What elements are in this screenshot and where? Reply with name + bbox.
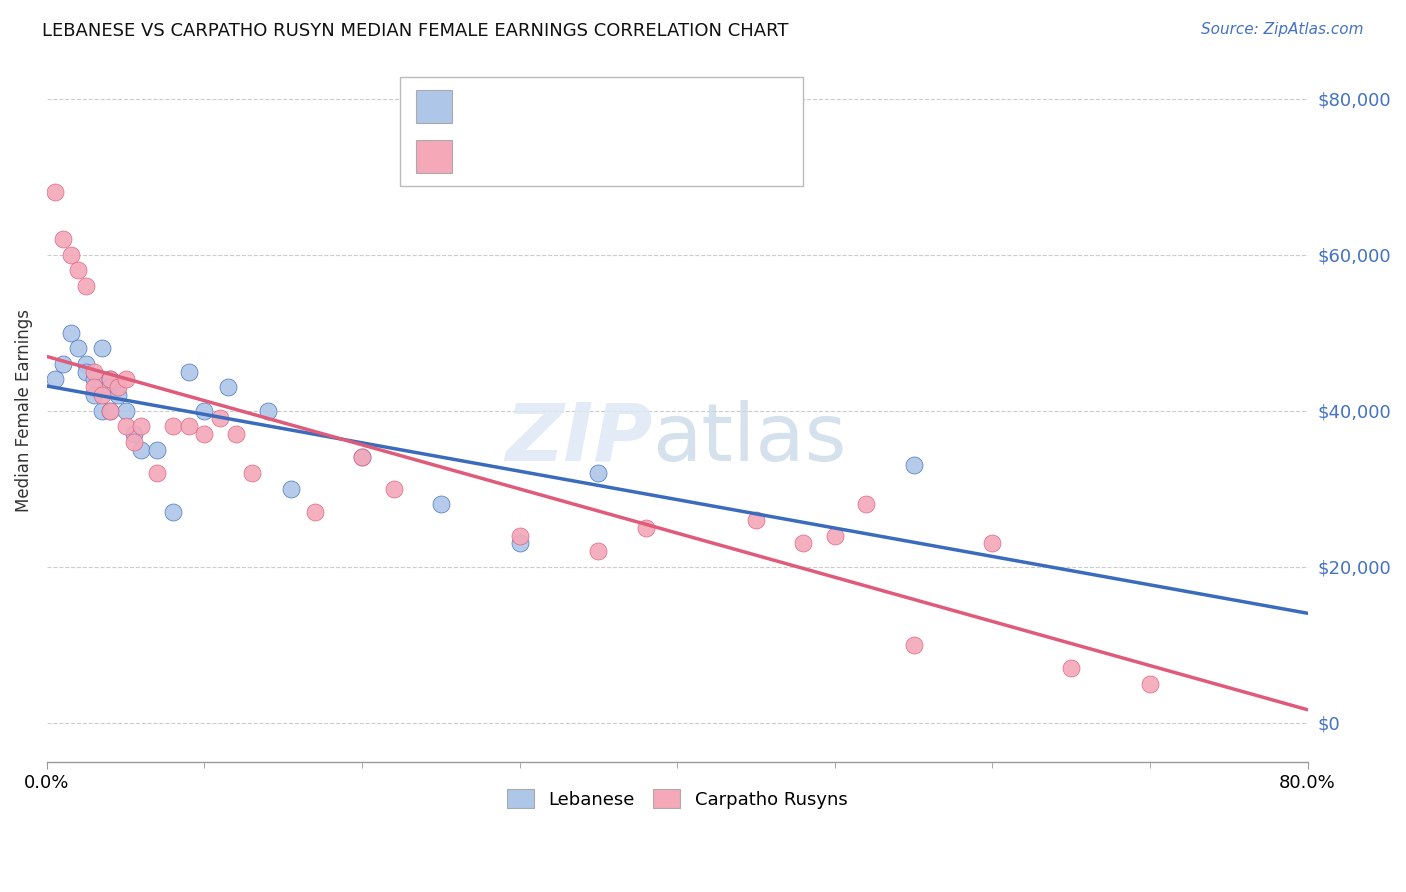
Point <box>75 365 97 379</box>
Point <box>304 505 326 519</box>
Point <box>114 403 136 417</box>
Point <box>588 544 610 558</box>
Point <box>67 341 90 355</box>
Point <box>83 365 105 379</box>
Point <box>509 536 531 550</box>
Point <box>59 326 82 340</box>
Point <box>52 232 75 246</box>
Point <box>98 380 121 394</box>
Point <box>146 442 169 457</box>
Point <box>146 466 169 480</box>
Point <box>83 372 105 386</box>
Point <box>98 372 121 386</box>
Point <box>588 466 610 480</box>
Point <box>122 434 145 449</box>
Legend: Lebanese, Carpatho Rusyns: Lebanese, Carpatho Rusyns <box>501 782 855 816</box>
Point <box>75 357 97 371</box>
Text: ZIP: ZIP <box>505 400 652 478</box>
Point <box>107 380 129 394</box>
Point <box>193 427 215 442</box>
Point <box>91 403 114 417</box>
Point <box>98 372 121 386</box>
Point <box>209 411 232 425</box>
Point <box>177 365 200 379</box>
Point <box>162 419 184 434</box>
Point <box>91 388 114 402</box>
Point <box>193 403 215 417</box>
Point <box>162 505 184 519</box>
Point <box>217 380 239 394</box>
Point <box>792 536 814 550</box>
Point <box>91 341 114 355</box>
Point <box>122 427 145 442</box>
Point <box>280 482 302 496</box>
Point <box>382 482 405 496</box>
Point <box>430 497 453 511</box>
Point <box>131 419 153 434</box>
Point <box>509 528 531 542</box>
Y-axis label: Median Female Earnings: Median Female Earnings <box>15 310 32 512</box>
Point <box>177 419 200 434</box>
Point <box>1060 661 1083 675</box>
Point <box>981 536 1004 550</box>
Point <box>98 403 121 417</box>
Point <box>114 419 136 434</box>
Point <box>75 278 97 293</box>
Point <box>114 372 136 386</box>
Point <box>352 450 374 465</box>
Point <box>903 638 925 652</box>
Point <box>131 442 153 457</box>
Point <box>824 528 846 542</box>
Point <box>44 372 66 386</box>
Point <box>903 458 925 473</box>
Point <box>83 388 105 402</box>
Point <box>107 388 129 402</box>
Point <box>1139 677 1161 691</box>
Point <box>240 466 263 480</box>
Point <box>352 450 374 465</box>
Point <box>855 497 877 511</box>
Point <box>745 513 768 527</box>
Point <box>52 357 75 371</box>
Text: LEBANESE VS CARPATHO RUSYN MEDIAN FEMALE EARNINGS CORRELATION CHART: LEBANESE VS CARPATHO RUSYN MEDIAN FEMALE… <box>42 22 789 40</box>
Point <box>44 186 66 200</box>
Text: Source: ZipAtlas.com: Source: ZipAtlas.com <box>1201 22 1364 37</box>
Point <box>256 403 278 417</box>
Point <box>634 521 657 535</box>
Point <box>98 403 121 417</box>
Point <box>59 247 82 261</box>
Point <box>67 263 90 277</box>
Text: atlas: atlas <box>652 400 846 478</box>
Point <box>83 380 105 394</box>
Point <box>225 427 247 442</box>
